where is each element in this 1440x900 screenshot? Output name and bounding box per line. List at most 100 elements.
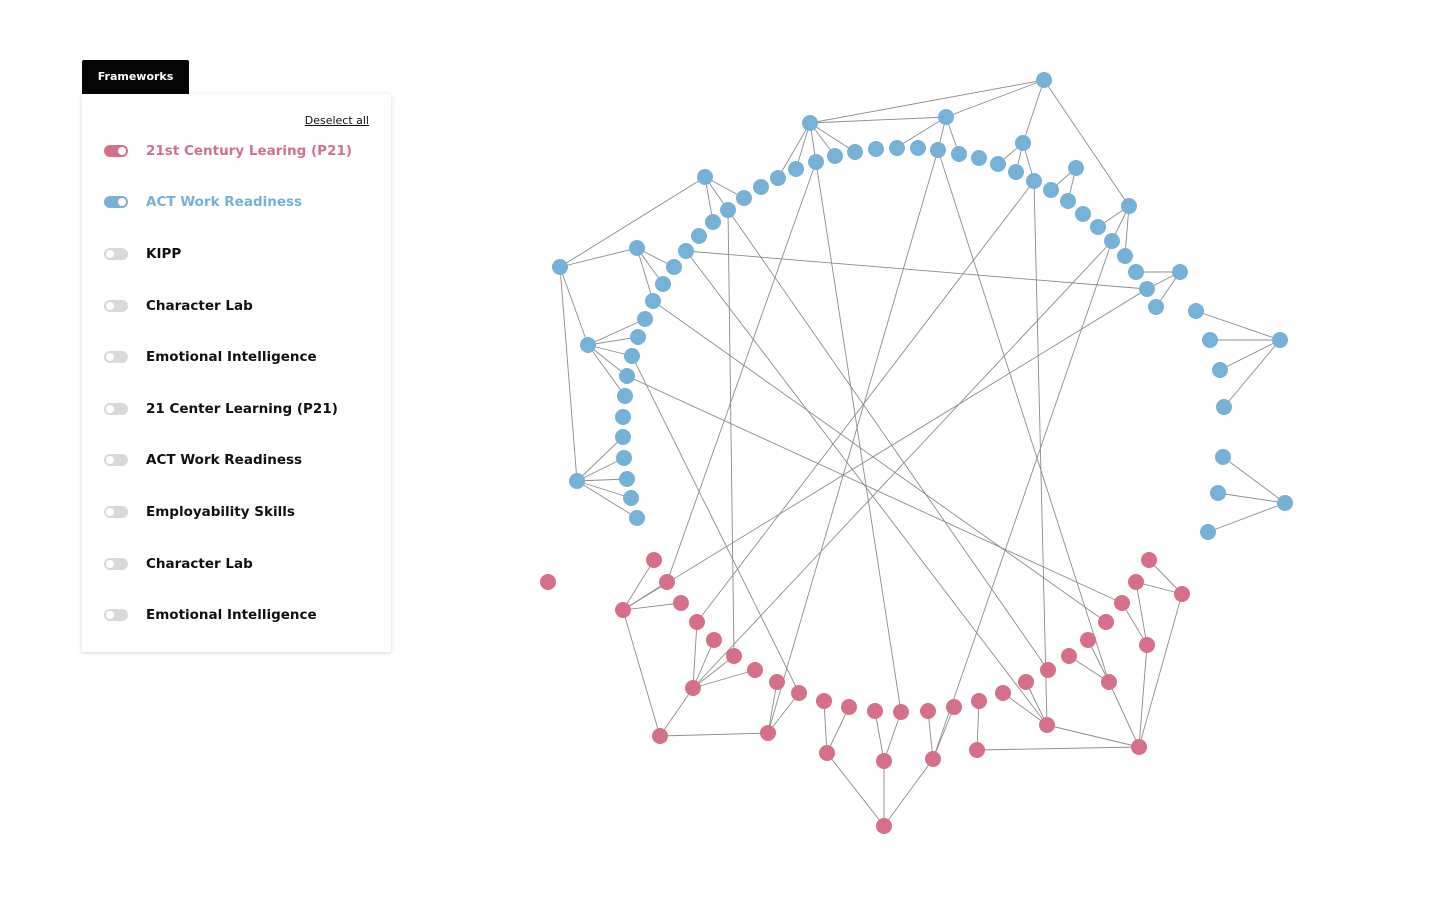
p21-node[interactable] bbox=[1098, 614, 1114, 630]
act-node[interactable] bbox=[1090, 219, 1106, 235]
framework-item-emotional-intelligence-2[interactable]: Emotional Intelligence bbox=[104, 589, 374, 641]
framework-item-21-center[interactable]: 21 Center Learning (P21) bbox=[104, 383, 374, 435]
act-node[interactable] bbox=[971, 150, 987, 166]
act-node[interactable] bbox=[1043, 182, 1059, 198]
framework-item-emotional-intelligence[interactable]: Emotional Intelligence bbox=[104, 331, 374, 383]
p21-node[interactable] bbox=[1174, 586, 1190, 602]
act-node[interactable] bbox=[736, 190, 752, 206]
act-node[interactable] bbox=[1200, 524, 1216, 540]
framework-item-kipp[interactable]: KIPP bbox=[104, 228, 374, 280]
p21-node[interactable] bbox=[726, 648, 742, 664]
p21-node[interactable] bbox=[769, 674, 785, 690]
framework-item-character-lab[interactable]: Character Lab bbox=[104, 280, 374, 332]
act-node[interactable] bbox=[802, 115, 818, 131]
framework-item-act-2[interactable]: ACT Work Readiness bbox=[104, 435, 374, 487]
p21-node[interactable] bbox=[540, 574, 556, 590]
p21-node[interactable] bbox=[1101, 674, 1117, 690]
act-node[interactable] bbox=[619, 368, 635, 384]
p21-node[interactable] bbox=[819, 745, 835, 761]
toggle-switch[interactable] bbox=[104, 351, 128, 364]
act-node[interactable] bbox=[1121, 198, 1137, 214]
toggle-switch[interactable] bbox=[104, 299, 128, 312]
p21-node[interactable] bbox=[971, 693, 987, 709]
act-node[interactable] bbox=[666, 259, 682, 275]
act-node[interactable] bbox=[678, 243, 694, 259]
act-node[interactable] bbox=[655, 276, 671, 292]
framework-item-character-lab-2[interactable]: Character Lab bbox=[104, 538, 374, 590]
p21-node[interactable] bbox=[925, 751, 941, 767]
act-node[interactable] bbox=[753, 179, 769, 195]
p21-node[interactable] bbox=[685, 680, 701, 696]
act-node[interactable] bbox=[619, 471, 635, 487]
act-node[interactable] bbox=[705, 214, 721, 230]
act-node[interactable] bbox=[1068, 160, 1084, 176]
act-node[interactable] bbox=[1139, 281, 1155, 297]
act-node[interactable] bbox=[1210, 485, 1226, 501]
act-node[interactable] bbox=[569, 473, 585, 489]
act-node[interactable] bbox=[1008, 164, 1024, 180]
act-node[interactable] bbox=[1036, 72, 1052, 88]
toggle-switch[interactable] bbox=[104, 454, 128, 467]
act-node[interactable] bbox=[615, 429, 631, 445]
act-node[interactable] bbox=[1104, 233, 1120, 249]
framework-item-employability[interactable]: Employability Skills bbox=[104, 486, 374, 538]
p21-node[interactable] bbox=[659, 574, 675, 590]
act-node[interactable] bbox=[629, 510, 645, 526]
act-node[interactable] bbox=[770, 170, 786, 186]
act-node[interactable] bbox=[645, 293, 661, 309]
act-node[interactable] bbox=[617, 388, 633, 404]
act-node[interactable] bbox=[1216, 399, 1232, 415]
act-node[interactable] bbox=[910, 140, 926, 156]
p21-node[interactable] bbox=[893, 704, 909, 720]
p21-node[interactable] bbox=[791, 685, 807, 701]
p21-node[interactable] bbox=[876, 753, 892, 769]
act-node[interactable] bbox=[697, 169, 713, 185]
p21-node[interactable] bbox=[841, 699, 857, 715]
act-node[interactable] bbox=[1202, 332, 1218, 348]
act-node[interactable] bbox=[938, 109, 954, 125]
act-node[interactable] bbox=[637, 311, 653, 327]
act-node[interactable] bbox=[1060, 193, 1076, 209]
p21-node[interactable] bbox=[946, 699, 962, 715]
p21-node[interactable] bbox=[1018, 674, 1034, 690]
p21-node[interactable] bbox=[1139, 637, 1155, 653]
p21-node[interactable] bbox=[646, 552, 662, 568]
act-node[interactable] bbox=[1075, 206, 1091, 222]
p21-node[interactable] bbox=[760, 725, 776, 741]
act-node[interactable] bbox=[889, 140, 905, 156]
toggle-switch[interactable] bbox=[104, 505, 128, 518]
act-node[interactable] bbox=[1188, 303, 1204, 319]
toggle-switch[interactable] bbox=[104, 609, 128, 622]
act-node[interactable] bbox=[990, 156, 1006, 172]
act-node[interactable] bbox=[1212, 362, 1228, 378]
p21-node[interactable] bbox=[652, 728, 668, 744]
act-node[interactable] bbox=[580, 337, 596, 353]
act-node[interactable] bbox=[624, 348, 640, 364]
act-node[interactable] bbox=[1026, 173, 1042, 189]
framework-item-p21[interactable]: 21st Century Learing (P21) bbox=[104, 125, 374, 177]
act-node[interactable] bbox=[1015, 135, 1031, 151]
act-node[interactable] bbox=[1277, 495, 1293, 511]
act-node[interactable] bbox=[615, 409, 631, 425]
p21-node[interactable] bbox=[1128, 574, 1144, 590]
act-node[interactable] bbox=[616, 450, 632, 466]
act-node[interactable] bbox=[930, 142, 946, 158]
p21-node[interactable] bbox=[876, 818, 892, 834]
act-node[interactable] bbox=[1172, 264, 1188, 280]
p21-node[interactable] bbox=[867, 703, 883, 719]
toggle-switch[interactable] bbox=[104, 557, 128, 570]
toggle-switch[interactable] bbox=[104, 402, 128, 415]
act-node[interactable] bbox=[951, 146, 967, 162]
frameworks-tab[interactable]: Frameworks bbox=[82, 60, 189, 94]
act-node[interactable] bbox=[691, 228, 707, 244]
framework-item-act[interactable]: ACT Work Readiness bbox=[104, 177, 374, 229]
p21-node[interactable] bbox=[920, 703, 936, 719]
act-node[interactable] bbox=[720, 202, 736, 218]
act-node[interactable] bbox=[630, 329, 646, 345]
p21-node[interactable] bbox=[673, 595, 689, 611]
p21-node[interactable] bbox=[1131, 739, 1147, 755]
act-node[interactable] bbox=[808, 154, 824, 170]
p21-node[interactable] bbox=[689, 614, 705, 630]
p21-node[interactable] bbox=[969, 742, 985, 758]
